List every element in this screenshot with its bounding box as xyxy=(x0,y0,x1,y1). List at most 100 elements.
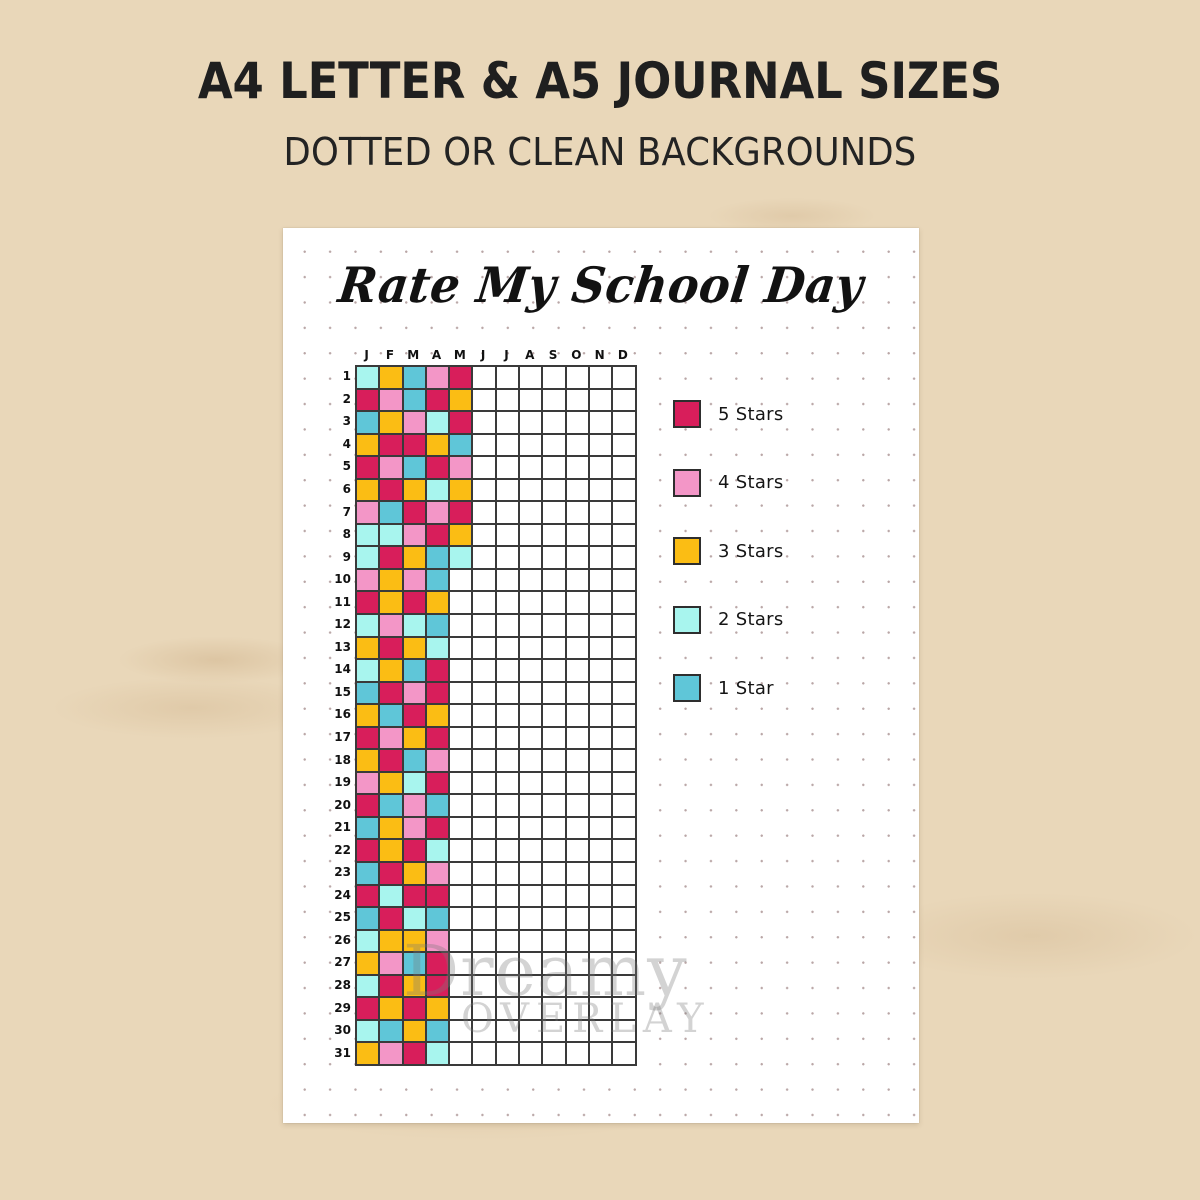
tracker-cell-d11-m9[interactable] xyxy=(543,592,567,616)
tracker-cell-d30-m5[interactable] xyxy=(450,1020,474,1044)
tracker-cell-d16-m8[interactable] xyxy=(520,705,544,728)
tracker-cell-d28-m3[interactable] xyxy=(403,975,427,999)
tracker-cell-d27-m3[interactable] xyxy=(403,953,427,976)
tracker-cell-d8-m8[interactable] xyxy=(520,524,544,548)
tracker-cell-d11-m11[interactable] xyxy=(589,592,614,616)
tracker-cell-d1-m7[interactable] xyxy=(496,367,521,390)
tracker-cell-d4-m10[interactable] xyxy=(566,434,590,458)
tracker-cell-d9-m6[interactable] xyxy=(473,547,497,570)
tracker-cell-d2-m10[interactable] xyxy=(566,389,590,413)
tracker-cell-d1-m10[interactable] xyxy=(566,367,590,390)
tracker-cell-d1-m4[interactable] xyxy=(426,367,451,390)
tracker-cell-d20-m7[interactable] xyxy=(496,795,521,818)
tracker-cell-d5-m5[interactable] xyxy=(450,457,474,480)
tracker-cell-d30-m1[interactable] xyxy=(357,1020,381,1044)
tracker-cell-d11-m3[interactable] xyxy=(403,592,427,616)
tracker-cell-d14-m10[interactable] xyxy=(566,660,590,683)
tracker-cell-d28-m11[interactable] xyxy=(589,975,614,999)
tracker-cell-d18-m3[interactable] xyxy=(403,750,427,773)
tracker-cell-d24-m3[interactable] xyxy=(403,885,427,909)
tracker-cell-d29-m9[interactable] xyxy=(543,998,567,1021)
tracker-cell-d4-m12[interactable] xyxy=(613,434,637,458)
tracker-cell-d17-m6[interactable] xyxy=(473,727,497,751)
tracker-cell-d26-m2[interactable] xyxy=(380,930,404,954)
tracker-cell-d18-m11[interactable] xyxy=(589,750,614,773)
tracker-cell-d5-m2[interactable] xyxy=(380,457,404,480)
tracker-cell-d18-m12[interactable] xyxy=(613,750,637,773)
tracker-cell-d17-m2[interactable] xyxy=(380,727,404,751)
tracker-cell-d15-m5[interactable] xyxy=(450,682,474,706)
tracker-cell-d28-m6[interactable] xyxy=(473,975,497,999)
tracker-cell-d21-m5[interactable] xyxy=(450,817,474,841)
tracker-cell-d21-m10[interactable] xyxy=(566,817,590,841)
tracker-cell-d25-m2[interactable] xyxy=(380,908,404,931)
tracker-cell-d1-m5[interactable] xyxy=(450,367,474,390)
tracker-cell-d20-m10[interactable] xyxy=(566,795,590,818)
tracker-cell-d21-m8[interactable] xyxy=(520,817,544,841)
tracker-cell-d27-m10[interactable] xyxy=(566,953,590,976)
tracker-cell-d19-m10[interactable] xyxy=(566,772,590,796)
tracker-cell-d10-m5[interactable] xyxy=(450,569,474,593)
tracker-cell-d2-m12[interactable] xyxy=(613,389,637,413)
tracker-cell-d28-m9[interactable] xyxy=(543,975,567,999)
tracker-cell-d26-m3[interactable] xyxy=(403,930,427,954)
tracker-cell-d19-m1[interactable] xyxy=(357,772,381,796)
tracker-cell-d18-m1[interactable] xyxy=(357,750,381,773)
tracker-cell-d14-m3[interactable] xyxy=(403,660,427,683)
tracker-cell-d29-m10[interactable] xyxy=(566,998,590,1021)
tracker-cell-d4-m11[interactable] xyxy=(589,434,614,458)
tracker-cell-d28-m12[interactable] xyxy=(613,975,637,999)
tracker-cell-d2-m6[interactable] xyxy=(473,389,497,413)
tracker-cell-d24-m6[interactable] xyxy=(473,885,497,909)
tracker-cell-d20-m12[interactable] xyxy=(613,795,637,818)
tracker-cell-d29-m1[interactable] xyxy=(357,998,381,1021)
tracker-cell-d3-m7[interactable] xyxy=(496,412,521,435)
tracker-cell-d14-m5[interactable] xyxy=(450,660,474,683)
tracker-cell-d24-m9[interactable] xyxy=(543,885,567,909)
tracker-cell-d31-m9[interactable] xyxy=(543,1043,567,1066)
tracker-cell-d2-m4[interactable] xyxy=(426,389,451,413)
tracker-cell-d14-m4[interactable] xyxy=(426,660,451,683)
tracker-cell-d20-m9[interactable] xyxy=(543,795,567,818)
tracker-cell-d2-m1[interactable] xyxy=(357,389,381,413)
tracker-cell-d29-m5[interactable] xyxy=(450,998,474,1021)
tracker-cell-d10-m9[interactable] xyxy=(543,569,567,593)
tracker-cell-d6-m8[interactable] xyxy=(520,479,544,503)
tracker-cell-d15-m3[interactable] xyxy=(403,682,427,706)
tracker-cell-d5-m7[interactable] xyxy=(496,457,521,480)
tracker-cell-d30-m8[interactable] xyxy=(520,1020,544,1044)
tracker-cell-d24-m8[interactable] xyxy=(520,885,544,909)
tracker-cell-d23-m4[interactable] xyxy=(426,863,451,886)
tracker-cell-d20-m2[interactable] xyxy=(380,795,404,818)
tracker-cell-d12-m10[interactable] xyxy=(566,615,590,638)
tracker-cell-d17-m4[interactable] xyxy=(426,727,451,751)
tracker-cell-d2-m11[interactable] xyxy=(589,389,614,413)
tracker-cell-d13-m2[interactable] xyxy=(380,637,404,661)
tracker-cell-d26-m12[interactable] xyxy=(613,930,637,954)
tracker-cell-d21-m6[interactable] xyxy=(473,817,497,841)
tracker-cell-d23-m11[interactable] xyxy=(589,863,614,886)
tracker-cell-d24-m11[interactable] xyxy=(589,885,614,909)
tracker-cell-d22-m1[interactable] xyxy=(357,840,381,864)
tracker-cell-d12-m3[interactable] xyxy=(403,615,427,638)
tracker-cell-d21-m12[interactable] xyxy=(613,817,637,841)
tracker-cell-d3-m12[interactable] xyxy=(613,412,637,435)
tracker-cell-d27-m5[interactable] xyxy=(450,953,474,976)
tracker-cell-d22-m8[interactable] xyxy=(520,840,544,864)
tracker-cell-d6-m4[interactable] xyxy=(426,479,451,503)
tracker-cell-d18-m10[interactable] xyxy=(566,750,590,773)
tracker-cell-d26-m10[interactable] xyxy=(566,930,590,954)
tracker-cell-d20-m3[interactable] xyxy=(403,795,427,818)
tracker-cell-d28-m7[interactable] xyxy=(496,975,521,999)
tracker-cell-d20-m6[interactable] xyxy=(473,795,497,818)
tracker-cell-d19-m6[interactable] xyxy=(473,772,497,796)
tracker-cell-d16-m6[interactable] xyxy=(473,705,497,728)
tracker-cell-d27-m2[interactable] xyxy=(380,953,404,976)
tracker-cell-d31-m11[interactable] xyxy=(589,1043,614,1066)
tracker-cell-d22-m10[interactable] xyxy=(566,840,590,864)
tracker-cell-d29-m2[interactable] xyxy=(380,998,404,1021)
tracker-cell-d11-m10[interactable] xyxy=(566,592,590,616)
tracker-cell-d14-m12[interactable] xyxy=(613,660,637,683)
tracker-cell-d12-m2[interactable] xyxy=(380,615,404,638)
tracker-cell-d15-m7[interactable] xyxy=(496,682,521,706)
